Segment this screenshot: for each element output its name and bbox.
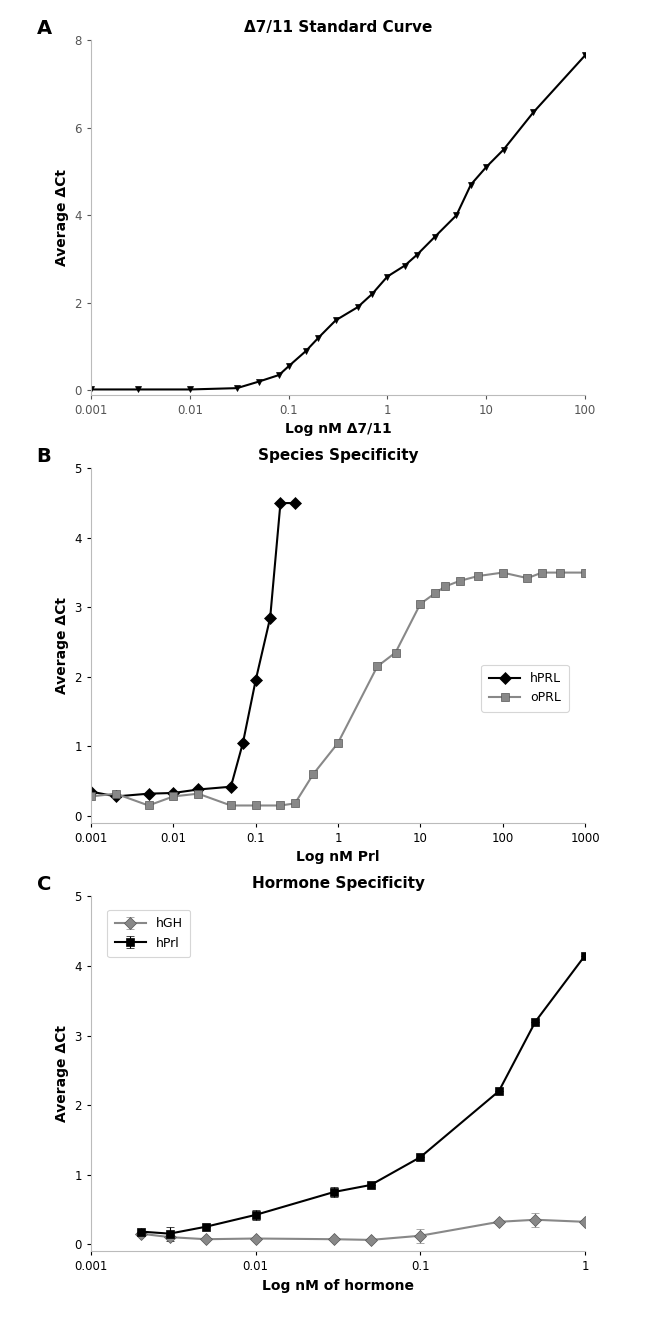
oPRL <box>170 788 177 804</box>
oPRL <box>499 565 506 581</box>
oPRL <box>276 797 284 814</box>
oPRL <box>431 586 439 602</box>
oPRL <box>252 797 259 814</box>
oPRL <box>373 658 381 674</box>
oPRL <box>456 573 463 589</box>
X-axis label: Log nM Δ7/11: Log nM Δ7/11 <box>285 423 391 436</box>
oPRL <box>334 735 342 751</box>
oPRL <box>417 595 424 611</box>
Text: A: A <box>36 19 52 37</box>
oPRL <box>441 578 449 594</box>
hPRL <box>291 495 299 511</box>
oPRL <box>145 797 153 814</box>
hPRL <box>145 785 153 801</box>
Legend: hPRL, oPRL: hPRL, oPRL <box>482 665 569 712</box>
hPRL <box>266 610 274 626</box>
Y-axis label: Average ΔCt: Average ΔCt <box>55 597 69 694</box>
Legend: hGH, hPrl: hGH, hPrl <box>107 910 190 957</box>
hPRL <box>170 785 177 801</box>
hPRL <box>87 784 95 800</box>
oPRL <box>194 785 202 801</box>
hPRL <box>227 779 235 795</box>
Text: C: C <box>36 875 51 894</box>
Y-axis label: Average ΔCt: Average ΔCt <box>55 1025 69 1123</box>
Text: B: B <box>36 447 51 466</box>
Title: Δ7/11 Standard Curve: Δ7/11 Standard Curve <box>244 20 432 35</box>
Title: Hormone Specificity: Hormone Specificity <box>252 876 424 891</box>
X-axis label: Log nM Prl: Log nM Prl <box>296 851 380 864</box>
Title: Species Specificity: Species Specificity <box>257 448 419 463</box>
hPRL <box>112 788 120 804</box>
oPRL <box>556 565 564 581</box>
hPRL <box>239 735 247 751</box>
X-axis label: Log nM of hormone: Log nM of hormone <box>262 1279 414 1293</box>
oPRL <box>474 569 482 585</box>
oPRL <box>309 767 317 783</box>
Line: oPRL: oPRL <box>87 569 589 809</box>
hPRL <box>252 672 259 688</box>
Y-axis label: Average ΔCt: Average ΔCt <box>55 169 69 266</box>
oPRL <box>538 565 546 581</box>
Line: hPRL: hPRL <box>87 499 299 800</box>
oPRL <box>581 565 589 581</box>
oPRL <box>392 645 400 661</box>
hPRL <box>276 495 284 511</box>
oPRL <box>291 795 299 811</box>
hPRL <box>194 781 202 797</box>
oPRL <box>87 788 95 804</box>
oPRL <box>227 797 235 814</box>
oPRL <box>523 570 531 586</box>
oPRL <box>112 785 120 801</box>
